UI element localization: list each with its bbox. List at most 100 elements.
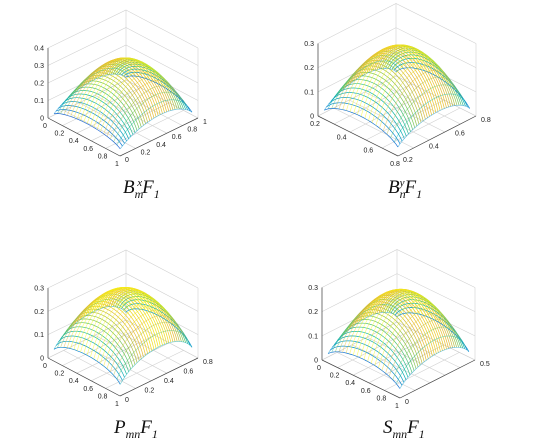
caption-rest: F — [140, 417, 152, 438]
z-tick-label: 0.1 — [34, 98, 44, 105]
x-tick-label: 0.4 — [69, 138, 79, 145]
z-tick-label: 0.3 — [304, 41, 314, 48]
mesh-line — [334, 298, 405, 352]
z-tick-label: 0.2 — [34, 309, 44, 316]
caption-rest: F — [404, 177, 417, 198]
y-tick-label: 0.4 — [429, 144, 439, 151]
x-tick-label: 0.2 — [55, 131, 65, 138]
grid-line — [79, 102, 152, 142]
grid-line — [368, 344, 444, 384]
mesh-line — [100, 71, 173, 132]
caption-rest: F — [407, 417, 419, 438]
mesh-line — [349, 44, 423, 112]
mesh-line — [327, 311, 398, 354]
z-tick-label: 0.3 — [34, 286, 44, 293]
mesh-line — [397, 104, 470, 148]
z-tick-label: 0 — [40, 356, 44, 363]
mesh-line — [103, 305, 176, 367]
z-tick-label: 0.2 — [308, 309, 318, 316]
z-tick-label: 0 — [310, 114, 314, 121]
surface-plot-2: 00.10.20.30.20.40.60.80.20.40.60.8 — [304, 3, 491, 168]
mesh-line — [375, 59, 448, 126]
surface-mesh — [327, 288, 470, 389]
grid-line — [365, 99, 445, 141]
x-tick-label: 0.6 — [83, 146, 93, 153]
x-tick-label: 0.8 — [390, 161, 400, 168]
x-tick-label: 0.6 — [361, 388, 371, 395]
mesh-line — [353, 44, 426, 114]
caption-sub: n — [399, 187, 406, 201]
grid-line — [47, 249, 199, 289]
y-tick-label: 0.6 — [184, 369, 194, 376]
caption-base: P — [114, 417, 126, 438]
mesh-line — [76, 57, 150, 120]
grid-line — [94, 334, 167, 374]
y-axis — [397, 115, 477, 157]
axis-lines — [321, 287, 476, 399]
y-tick-label: 0 — [405, 399, 409, 406]
x-tick-label: 0.8 — [98, 153, 108, 160]
caption-rest-sub: 1 — [418, 427, 425, 441]
axis-lines — [317, 43, 477, 157]
grid-line — [47, 79, 127, 119]
z-tick-label: 0.4 — [34, 46, 44, 53]
caption-rest: F — [142, 177, 154, 198]
mesh-line — [119, 341, 193, 385]
mesh-line — [378, 303, 448, 368]
mesh-line — [393, 93, 467, 143]
mesh-line — [345, 290, 416, 354]
mesh-line — [360, 289, 430, 358]
surface-mesh — [324, 44, 470, 148]
axis-lines — [47, 288, 199, 397]
x-tick-label: 0.8 — [377, 395, 387, 402]
caption-rest-sub: 1 — [153, 187, 160, 201]
x-tick-label: 0.2 — [310, 121, 320, 128]
mesh-line — [106, 309, 180, 369]
x-tick-label: 0.6 — [363, 148, 373, 155]
mesh-line — [119, 108, 193, 150]
mesh-line — [388, 319, 459, 377]
axes-grid — [317, 3, 477, 157]
x-axis — [47, 357, 121, 397]
z-tick-label: 0.2 — [304, 65, 314, 72]
surface-plot-1: 00.10.20.30.400.20.40.60.8100.20.40.60.8… — [34, 9, 207, 169]
x-tick-label: 1 — [115, 401, 119, 408]
grid-line — [349, 91, 429, 133]
grid-line — [76, 94, 155, 134]
caption-base: B — [123, 177, 135, 198]
mesh-line — [370, 296, 441, 364]
y-tick-label: 0.2 — [145, 388, 155, 395]
grid-line — [94, 94, 167, 134]
axis-lines — [47, 48, 199, 157]
tick-labels: 00.10.20.30.400.20.40.60.8100.20.40.60.8… — [34, 46, 207, 169]
mesh-line — [109, 85, 183, 140]
mesh-line — [390, 299, 464, 349]
grid-line — [317, 3, 477, 44]
mesh-line — [379, 64, 452, 129]
mesh-line — [324, 108, 399, 148]
grid-line — [91, 342, 170, 382]
mesh-line — [96, 297, 170, 362]
grid-line — [333, 107, 414, 149]
grid-line — [317, 75, 477, 117]
grid-line — [47, 44, 199, 84]
mesh-line — [56, 67, 130, 114]
y-axis — [119, 117, 199, 157]
x-axis — [321, 359, 401, 399]
y-tick-label: 0.4 — [164, 378, 174, 385]
grid-line — [381, 107, 461, 149]
y-tick-label: 0 — [125, 397, 129, 404]
grid-line — [125, 319, 199, 359]
surface-mesh — [53, 286, 193, 385]
y-axis — [119, 357, 199, 397]
z-tick-label: 0.1 — [34, 332, 44, 339]
z-tick-label: 0.2 — [34, 81, 44, 88]
mesh-line — [381, 307, 452, 371]
mesh-line — [363, 291, 434, 360]
mesh-line — [70, 57, 143, 117]
y-axis — [399, 359, 476, 399]
x-tick-label: 0 — [43, 123, 47, 130]
mesh-line — [113, 321, 186, 376]
y-tick-label: 0.2 — [141, 149, 151, 156]
